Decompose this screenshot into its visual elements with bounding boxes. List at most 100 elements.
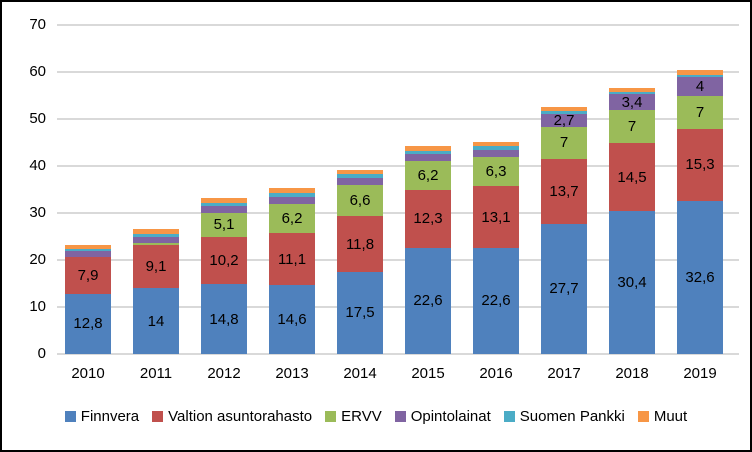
legend-swatch-icon [503,411,515,422]
bar-segment-suomen-pankki-2018 [609,92,655,95]
bar-segment-label: 7,9 [77,266,99,284]
bar-segment-valtion-asuntorahasto-2014: 11,8 [337,216,383,272]
bar-segment-suomen-pankki-2016 [473,145,519,150]
bar-segment-label: 7 [627,118,637,136]
bar-segment-opintolainat-2011 [133,236,179,244]
y-tick-label: 50 [29,110,46,127]
bar-2016: 22,6 13,1 6,3 [473,141,519,354]
bar-segment-label: 4 [695,78,705,96]
legend-label: Finnvera [80,408,140,425]
y-tick-label: 30 [29,204,46,221]
x-tick-label-2011: 2011 [139,365,173,382]
bar-segment-muut-2012 [201,198,247,203]
bar-segment-label: 7 [559,134,569,152]
bar-segment-ervv-2015: 6,2 [405,160,451,190]
bar-segment-label: 6,2 [417,166,439,184]
bar-segment-opintolainat-2018: 3,4 [609,93,655,111]
bar-segment-ervv-2014: 6,6 [337,185,383,217]
bar-segment-label: 22,6 [481,292,511,310]
bar-segment-opintolainat-2010 [65,250,111,257]
legend-item-muut: Muut [637,408,687,425]
bar-segment-muut-2014 [337,170,383,175]
bar-2015: 22,6 12,3 6,2 [405,146,451,354]
bar-segment-ervv-2019: 7 [677,95,723,129]
bar-segment-opintolainat-2016 [473,149,519,157]
bar-segment-finnvera-2017: 27,7 [541,223,587,354]
y-tick-label: 60 [29,63,46,80]
legend-label: Suomen Pankki [519,408,625,425]
legend-swatch-icon [64,411,76,422]
bar-segment-label: 6,2 [281,210,303,228]
bar-segment-finnvera-2011: 14 [133,288,179,354]
bar-segment-label: 17,5 [345,304,375,322]
bar-segment-valtion-asuntorahasto-2016: 13,1 [473,186,519,248]
bar-segment-label: 27,7 [549,280,579,298]
legend-item-valtion-asuntorahasto: Valtion asuntorahasto [152,408,312,425]
bar-segment-suomen-pankki-2019 [677,74,723,78]
x-tick-label-2013: 2013 [275,365,309,382]
bar-segment-finnvera-2012: 14,8 [201,284,247,354]
bar-segment-finnvera-2018: 30,4 [609,211,655,354]
y-tick-label: 40 [29,157,46,174]
bar-segment-opintolainat-2013 [269,197,315,205]
gridline-70 [57,24,739,26]
bar-2017: 27,7 13,7 7 2,7 [541,107,587,354]
bar-segment-label: 14,6 [277,311,307,329]
bar-segment-suomen-pankki-2014 [337,174,383,178]
bar-segment-label: 9,1 [145,258,167,276]
bar-segment-finnvera-2015: 22,6 [405,247,451,354]
bar-segment-opintolainat-2019: 4 [677,77,723,96]
gridline-10 [57,306,739,308]
legend: Finnvera Valtion asuntorahasto ERVV Opintol… [2,408,750,425]
bar-segment-valtion-asuntorahasto-2015: 12,3 [405,189,451,248]
x-tick-label-2019: 2019 [683,365,717,382]
bar-segment-label: 13,7 [549,183,579,201]
x-tick-label-2016: 2016 [479,365,513,382]
bar-segment-label: 14,5 [617,168,647,186]
bar-segment-finnvera-2019: 32,6 [677,200,723,354]
bar-segment-valtion-asuntorahasto-2012: 10,2 [201,236,247,285]
legend-item-finnvera: Finnvera [64,408,140,425]
bar-segment-suomen-pankki-2015 [405,150,451,155]
bar-segment-finnvera-2016: 22,6 [473,247,519,354]
plot-area: 12,8 7,9 14 9,1 14,8 10,2 5,1 14,6 11,1 6,2 17,5 11… [57,24,739,355]
legend-swatch-icon [637,411,649,422]
bar-segment-label: 14 [147,312,165,330]
bar-2013: 14,6 11,1 6,2 [269,188,315,354]
legend-label: Opintolainat [410,408,491,425]
legend-item-opintolainat: Opintolainat [394,408,491,425]
bar-segment-label: 12,8 [73,315,103,333]
gridline-40 [57,165,739,167]
bar-segment-valtion-asuntorahasto-2017: 13,7 [541,159,587,224]
x-tick-label-2017: 2017 [547,365,581,382]
bar-segment-ervv-2018: 7 [609,110,655,143]
y-tick-label: 10 [29,298,46,315]
bar-segment-valtion-asuntorahasto-2010: 7,9 [65,256,111,294]
bar-segment-ervv-2012: 5,1 [201,212,247,237]
x-tick-label-2010: 2010 [71,365,105,382]
bar-segment-suomen-pankki-2017 [541,111,587,114]
bar-segment-muut-2011 [133,228,179,235]
bar-segment-label: 2,7 [553,111,575,129]
bar-segment-muut-2015 [405,146,451,151]
x-tick-label-2018: 2018 [615,365,649,382]
y-tick-label: 70 [29,16,46,33]
gridline-30 [57,212,739,214]
bar-segment-muut-2018 [609,87,655,93]
bar-segment-muut-2019 [677,70,723,75]
bar-segment-label: 3,4 [621,93,643,111]
bar-segment-label: 11,8 [345,235,375,253]
gridline-50 [57,118,739,120]
bar-segment-label: 6,3 [485,162,507,180]
bar-segment-suomen-pankki-2010 [65,248,111,251]
legend-item-suomen-pankki: Suomen Pankki [503,408,625,425]
bar-segment-opintolainat-2014 [337,177,383,186]
bar-segment-ervv-2017: 7 [541,126,587,160]
bar-2014: 17,5 11,8 6,6 [337,170,383,354]
bar-segment-finnvera-2010: 12,8 [65,293,111,354]
bar-segment-label: 6,6 [349,192,371,210]
bar-segment-label: 10,2 [209,251,239,269]
bar-2011: 14 9,1 [133,228,179,354]
bar-segment-ervv-2016: 6,3 [473,156,519,187]
